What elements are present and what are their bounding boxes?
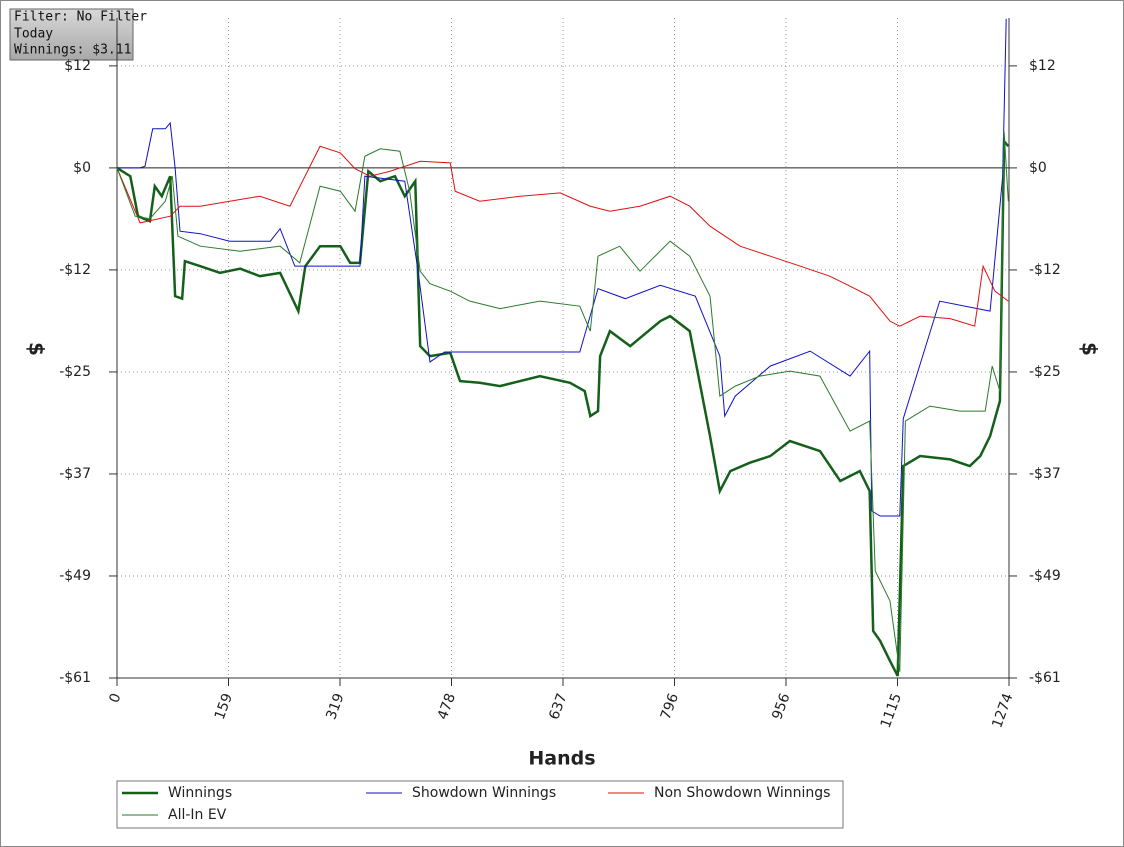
- info-text: Today: [14, 27, 53, 42]
- y-tick-label: -$61: [59, 670, 91, 686]
- legend-label: Non Showdown Winnings: [654, 785, 830, 801]
- y-tick-label: $12: [1029, 58, 1056, 74]
- y-axis-label: $: [25, 342, 49, 356]
- series-line: [116, 131, 1009, 672]
- y-tick-label: -$49: [1029, 568, 1061, 584]
- series-line: [116, 145, 1009, 327]
- y-tick-label: -$61: [1029, 670, 1061, 686]
- series-line: [117, 18, 1007, 517]
- legend-label: Winnings: [168, 785, 232, 801]
- info-text: Filter: No Filter: [14, 10, 147, 25]
- y-tick-label: -$12: [59, 262, 91, 278]
- y-tick-label: -$37: [1029, 466, 1061, 482]
- y-tick-label: $12: [64, 58, 91, 74]
- y-tick-label: $0: [1029, 160, 1047, 176]
- y-axis-label: $: [1078, 342, 1102, 356]
- info-background: [9, 8, 134, 61]
- y-tick-label: -$49: [59, 568, 91, 584]
- legend-label: All-In EV: [168, 807, 227, 823]
- y-tick-label: $0: [73, 160, 91, 176]
- y-tick-label: -$25: [1029, 364, 1061, 380]
- info-text: Winnings: $3.11: [14, 43, 131, 58]
- y-tick-label: -$25: [59, 364, 91, 380]
- x-axis-label: Hands: [528, 748, 595, 770]
- y-tick-label: -$37: [59, 466, 91, 482]
- info-box: Filter: No Filter Today Winnings: $3.11: [9, 8, 147, 61]
- legend-label: Showdown Winnings: [412, 785, 556, 801]
- y-tick-label: -$12: [1029, 262, 1061, 278]
- legend-frame: [116, 780, 844, 829]
- series-line: [116, 137, 1010, 677]
